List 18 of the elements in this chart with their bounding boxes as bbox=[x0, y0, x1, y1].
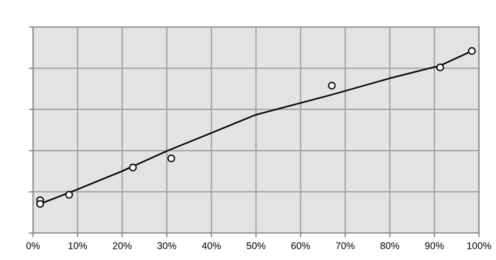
x-tick-label: 0% bbox=[26, 242, 40, 250]
point bbox=[436, 64, 444, 72]
point bbox=[65, 190, 74, 199]
x-tick-label: 20% bbox=[112, 242, 132, 250]
x-tick-label: 40% bbox=[202, 242, 221, 250]
x-tick-label: 60% bbox=[291, 242, 310, 250]
x-tick-label: 30% bbox=[157, 242, 176, 250]
x-tick-label: 90% bbox=[425, 242, 444, 250]
point bbox=[468, 47, 476, 55]
x-tick-label: 80% bbox=[380, 242, 400, 250]
x-tick-label: 100% bbox=[467, 242, 492, 250]
point bbox=[167, 154, 176, 162]
point bbox=[36, 200, 44, 208]
x-tick-label: 70% bbox=[336, 242, 355, 250]
point bbox=[129, 164, 137, 172]
point bbox=[328, 82, 336, 90]
x-tick-label: 50% bbox=[246, 242, 266, 250]
x-tick-label: 10% bbox=[68, 242, 87, 250]
